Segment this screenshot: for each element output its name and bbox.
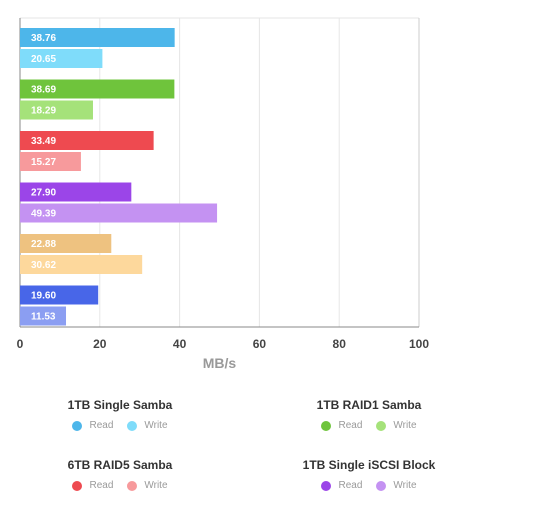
bar-data-label: 22.88: [31, 239, 56, 250]
legend-item-read: Read: [321, 480, 362, 491]
bar-data-label: 20.65: [31, 54, 56, 65]
bar-data-label: 30.62: [31, 260, 56, 271]
bar-read: [20, 182, 132, 202]
bar-write: [20, 152, 81, 171]
legend-item-read: Read: [72, 480, 113, 491]
legend-item-read: Read: [321, 420, 362, 431]
legend-item-label: Read: [338, 480, 363, 491]
bar-write: [20, 49, 103, 68]
bar-read: [20, 131, 154, 150]
bar-write: [20, 306, 67, 326]
legend-item-label: Write: [393, 420, 417, 431]
legend-item-label: Read: [89, 480, 114, 491]
legend-title: 1TB Single iSCSI Block: [302, 458, 436, 472]
bar-data-label: 19.60: [31, 291, 56, 302]
x-tick-label: 80: [333, 337, 347, 351]
bar-read: [20, 79, 175, 99]
legend-group-1tb-single-samba: 1TB Single Samba Read Write: [0, 398, 240, 431]
chart-svg: 38.76 20.65 38.69 18.29 33.49 15.27 27.90 49.39…: [17, 17, 429, 371]
legend-item-write: Write: [376, 480, 417, 491]
legend-item-write: Write: [127, 420, 168, 431]
legend-title: 1TB RAID1 Samba: [316, 398, 422, 412]
legend-item-write: Write: [376, 420, 417, 431]
read-color-dot-icon: [72, 480, 83, 491]
write-color-dot-icon: [376, 420, 387, 431]
bar-data-label: 27.90: [31, 188, 56, 199]
x-tick-label: 0: [17, 337, 24, 351]
bar-data-label: 18.29: [31, 106, 56, 117]
legend-group-1tb-raid1-samba: 1TB RAID1 Samba Read Write: [249, 398, 489, 431]
read-color-dot-icon: [321, 420, 332, 431]
legend-item-label: Read: [89, 420, 114, 431]
legend-group-1tb-single-iscsi-block: 1TB Single iSCSI Block Read Write: [249, 458, 489, 491]
write-color-dot-icon: [376, 480, 387, 491]
legend-item-label: Write: [144, 480, 168, 491]
bar-chart: 38.76 20.65 38.69 18.29 33.49 15.27 27.90 49.39…: [17, 17, 429, 371]
bar-data-label: 11.53: [31, 312, 56, 323]
bar-write: [20, 100, 93, 120]
bar-data-label: 33.49: [31, 136, 56, 147]
bar-data-label: 49.39: [31, 209, 56, 220]
x-axis-title: MB/s: [203, 355, 237, 371]
bar-read: [20, 28, 175, 47]
bar-data-label: 38.69: [31, 85, 56, 96]
write-color-dot-icon: [127, 420, 138, 431]
x-tick-label: 20: [93, 337, 107, 351]
legend-item-write: Write: [127, 480, 168, 491]
bar-write: [20, 203, 218, 223]
bar-write: [20, 255, 143, 274]
legend-item-read: Read: [72, 420, 113, 431]
read-color-dot-icon: [321, 480, 332, 491]
bar-read: [20, 285, 99, 305]
legend-item-label: Write: [144, 420, 168, 431]
read-color-dot-icon: [72, 420, 83, 431]
legend-item-label: Write: [393, 480, 417, 491]
bar-data-label: 15.27: [31, 157, 56, 168]
x-tick-label: 60: [253, 337, 267, 351]
legend-group-6tb-raid5-samba: 6TB RAID5 Samba Read Write: [0, 458, 240, 491]
legend-title: 1TB Single Samba: [67, 398, 173, 412]
bar-read: [20, 234, 112, 253]
write-color-dot-icon: [127, 480, 138, 491]
bar-data-label: 38.76: [31, 33, 56, 44]
legend-title: 6TB RAID5 Samba: [67, 458, 173, 472]
legend-item-label: Read: [338, 420, 363, 431]
x-tick-label: 40: [173, 337, 187, 351]
x-tick-label: 100: [409, 337, 429, 351]
